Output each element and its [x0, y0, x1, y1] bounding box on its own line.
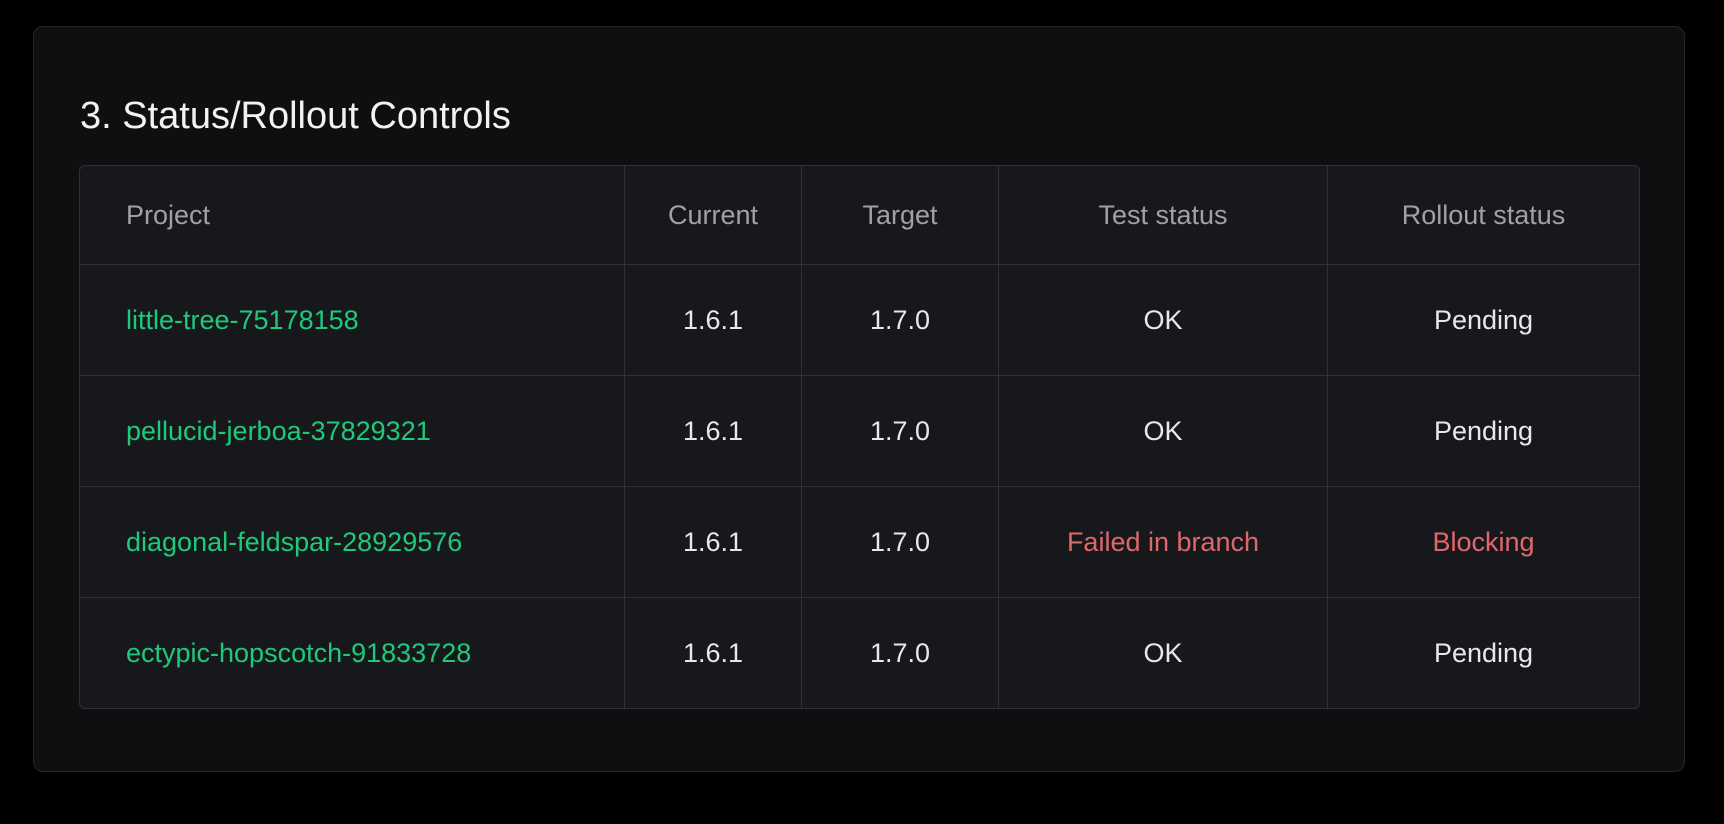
header-rollout-status: Rollout status	[1328, 166, 1639, 265]
test-status-cell: OK	[999, 265, 1328, 376]
test-status: OK	[1143, 637, 1183, 668]
table-header-row: Project Current Target Test status Rollo…	[80, 166, 1639, 265]
rollout-status: Pending	[1433, 637, 1534, 668]
rollout-status: Pending	[1433, 304, 1534, 335]
rollout-table: Project Current Target Test status Rollo…	[79, 165, 1640, 709]
target-version-cell: 1.7.0	[802, 487, 999, 598]
header-target: Target	[802, 166, 999, 265]
test-status: OK	[1143, 304, 1183, 335]
header-project: Project	[80, 166, 625, 265]
header-current: Current	[625, 166, 802, 265]
project-link[interactable]: ectypic-hopscotch-91833728	[126, 637, 472, 668]
project-link[interactable]: pellucid-jerboa-37829321	[126, 415, 431, 446]
test-status-cell: OK	[999, 598, 1328, 708]
rollout-controls-card: 3. Status/Rollout Controls Project Curre…	[33, 26, 1685, 772]
project-link-cell: little-tree-75178158	[80, 265, 625, 376]
test-status: Failed in branch	[1066, 526, 1260, 557]
current-version: 1.6.1	[682, 415, 744, 446]
table-row: diagonal-feldspar-28929576 1.6.1 1.7.0 Fail…	[80, 487, 1639, 598]
target-version-cell: 1.7.0	[802, 598, 999, 708]
rollout-status-cell: Blocking	[1328, 487, 1639, 598]
current-version: 1.6.1	[682, 637, 744, 668]
current-version: 1.6.1	[682, 304, 744, 335]
header-test-status: Test status	[999, 166, 1328, 265]
target-version: 1.7.0	[869, 637, 931, 668]
target-version: 1.7.0	[869, 304, 931, 335]
project-link[interactable]: little-tree-75178158	[126, 304, 359, 335]
target-version: 1.7.0	[869, 415, 931, 446]
target-version-cell: 1.7.0	[802, 265, 999, 376]
current-version-cell: 1.6.1	[625, 487, 802, 598]
current-version-cell: 1.6.1	[625, 265, 802, 376]
project-link-cell: pellucid-jerboa-37829321	[80, 376, 625, 487]
test-status-cell: Failed in branch	[999, 487, 1328, 598]
table-row: pellucid-jerboa-37829321 1.6.1 1.7.0 OK Pend…	[80, 376, 1639, 487]
current-version: 1.6.1	[682, 526, 744, 557]
target-version-cell: 1.7.0	[802, 376, 999, 487]
current-version-cell: 1.6.1	[625, 598, 802, 708]
project-link-cell: ectypic-hopscotch-91833728	[80, 598, 625, 708]
section-title: 3. Status/Rollout Controls	[80, 95, 511, 137]
project-link[interactable]: diagonal-feldspar-28929576	[126, 526, 463, 557]
rollout-status: Blocking	[1432, 526, 1535, 557]
rollout-status-cell: Pending	[1328, 265, 1639, 376]
table-row: ectypic-hopscotch-91833728 1.6.1 1.7.0 OK Pe…	[80, 598, 1639, 708]
rollout-status: Pending	[1433, 415, 1534, 446]
rollout-status-cell: Pending	[1328, 376, 1639, 487]
project-link-cell: diagonal-feldspar-28929576	[80, 487, 625, 598]
test-status-cell: OK	[999, 376, 1328, 487]
rollout-status-cell: Pending	[1328, 598, 1639, 708]
test-status: OK	[1143, 415, 1183, 446]
table-row: little-tree-75178158 1.6.1 1.7.0 OK Pending	[80, 265, 1639, 376]
target-version: 1.7.0	[869, 526, 931, 557]
current-version-cell: 1.6.1	[625, 376, 802, 487]
